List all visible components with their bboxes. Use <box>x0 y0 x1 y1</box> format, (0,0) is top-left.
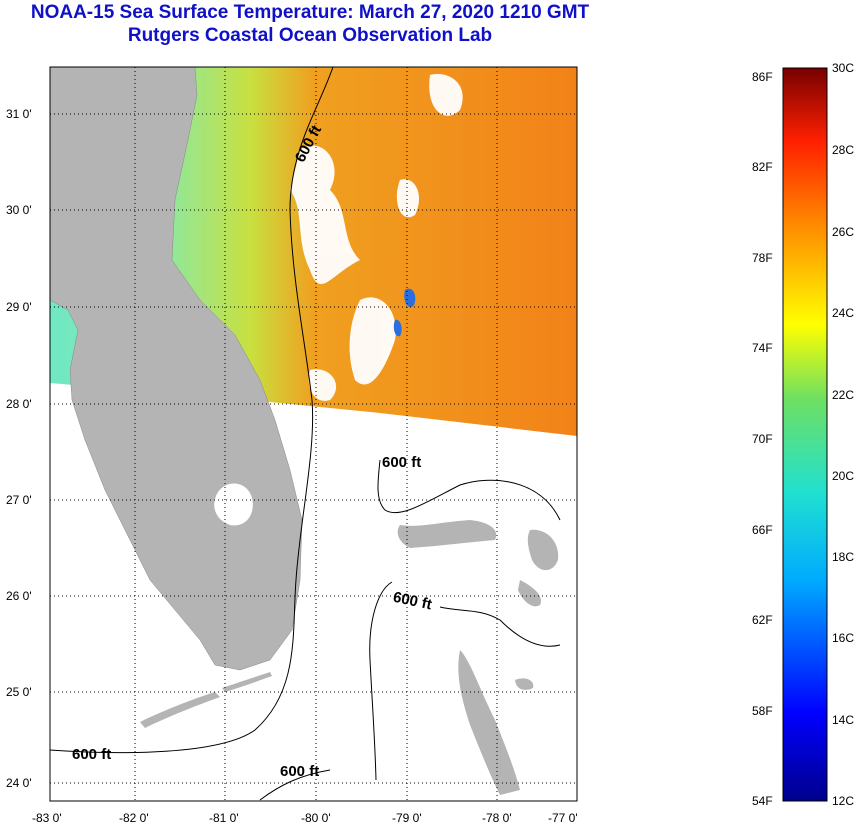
lat-tick-label: 26 0' <box>6 589 32 603</box>
depth-contour-bahamas-east <box>439 606 561 647</box>
f-label: 66F <box>752 523 773 537</box>
f-label: 74F <box>752 341 773 355</box>
c-label: 20C <box>832 469 854 483</box>
f-label: 82F <box>752 160 773 174</box>
florida-keys <box>140 672 272 728</box>
c-label: 16C <box>832 631 854 645</box>
lat-tick-label: 25 0' <box>6 685 32 699</box>
contour-label: 600 ft <box>382 454 421 471</box>
f-label: 54F <box>752 794 773 808</box>
c-label: 24C <box>832 306 854 320</box>
c-label: 30C <box>832 61 854 75</box>
cloud-patches <box>290 74 463 401</box>
contour-label: 600 ft <box>280 763 319 780</box>
lat-tick-label: 29 0' <box>6 300 32 314</box>
f-label: 78F <box>752 251 773 265</box>
f-label: 62F <box>752 613 773 627</box>
lat-tick-label: 31 0' <box>6 107 32 121</box>
lon-tick-label: -80 0' <box>301 811 331 825</box>
color-bar <box>782 67 828 802</box>
f-label: 70F <box>752 432 773 446</box>
lon-tick-label: -77 0' <box>548 811 578 825</box>
map-area <box>50 67 577 801</box>
f-label: 86F <box>752 70 773 84</box>
c-label: 28C <box>832 143 854 157</box>
lon-tick-label: -83 0' <box>32 811 62 825</box>
map-frame <box>49 66 578 802</box>
c-label: 26C <box>832 225 854 239</box>
celsius-scale: 30C 28C 26C 24C 22C 20C 18C 16C 14C 12C <box>832 61 854 808</box>
map-title: NOAA-15 Sea Surface Temperature: March 2… <box>30 2 590 23</box>
depth-contour-bahamas-south <box>369 581 393 781</box>
lon-tick-label: -78 0' <box>482 811 512 825</box>
c-label: 12C <box>832 794 854 808</box>
lake-okeechobee <box>214 483 253 526</box>
depth-contour-600ft <box>50 67 334 754</box>
depth-contour-bahamas-north <box>377 459 561 521</box>
map-subtitle: Rutgers Coastal Ocean Observation Lab <box>127 25 493 46</box>
lon-tick-label: -82 0' <box>119 811 149 825</box>
lat-tick-label: 24 0' <box>6 776 32 790</box>
lat-tick-label: 28 0' <box>6 397 32 411</box>
lat-tick-label: 30 0' <box>6 203 32 217</box>
depth-contour-south <box>259 769 331 801</box>
contour-label: 600 ft <box>72 746 111 763</box>
c-label: 14C <box>832 713 854 727</box>
f-label: 58F <box>752 704 773 718</box>
lon-tick-label: -79 0' <box>392 811 422 825</box>
bahamas-land <box>397 520 559 795</box>
longitude-axis: -83 0' -82 0' -81 0' -80 0' -79 0' -78 0… <box>32 811 578 825</box>
lat-tick-label: 27 0' <box>6 493 32 507</box>
cool-eddies <box>393 288 416 337</box>
fahrenheit-scale: 86F 82F 78F 74F 70F 66F 62F 58F 54F <box>752 70 773 808</box>
c-label: 22C <box>832 388 854 402</box>
c-label: 18C <box>832 550 854 564</box>
latitude-axis: 31 0' 30 0' 29 0' 28 0' 27 0' 26 0' 25 0… <box>6 107 32 790</box>
lon-tick-label: -81 0' <box>209 811 239 825</box>
